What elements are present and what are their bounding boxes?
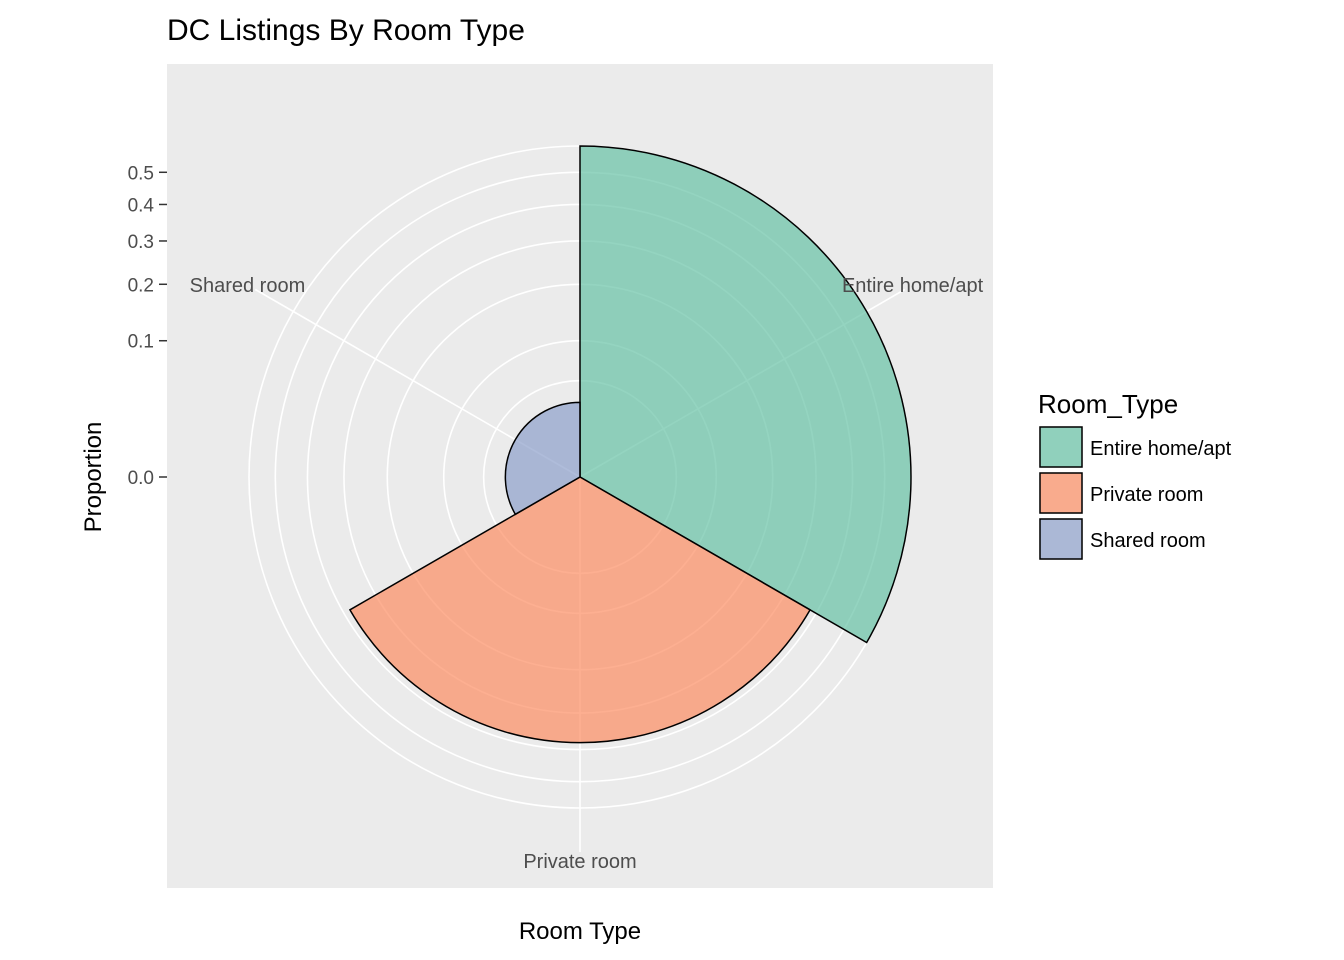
x-axis-title: Room Type [519,918,641,945]
legend-swatch [1039,426,1083,468]
bar-private-room [348,476,812,744]
legend-title: Room_Type [1038,389,1178,419]
legend: Room_Type Entire home/apt Private room Sha… [1038,389,1232,560]
legend-label: Shared room [1090,530,1206,552]
y-tick-label: 0.4 [128,195,155,216]
legend-label: Private room [1090,484,1203,506]
category-label: Entire home/apt [842,275,984,297]
y-tick-label: 0.3 [128,232,154,253]
category-label: Private room [523,851,636,873]
bars [348,145,912,744]
chart-title: DC Listings By Room Type [167,14,525,47]
y-tick-label: 0.5 [128,163,154,184]
bar-entire-home-apt [579,145,912,644]
category-label: Shared room [190,275,306,297]
y-axis-title: Proportion [80,422,107,533]
y-tick-label: 0.1 [128,332,154,353]
y-axis: 0.0 0.1 0.2 0.3 0.4 0.5 [128,163,167,489]
legend-label: Entire home/apt [1090,438,1232,460]
bar-shared-room [504,401,581,516]
category-labels: Entire home/apt Private room Shared room [190,275,984,873]
y-tick-label: 0.0 [128,468,154,489]
legend-swatch [1039,472,1083,514]
y-tick-label: 0.2 [128,275,154,296]
legend-swatch [1039,518,1083,560]
